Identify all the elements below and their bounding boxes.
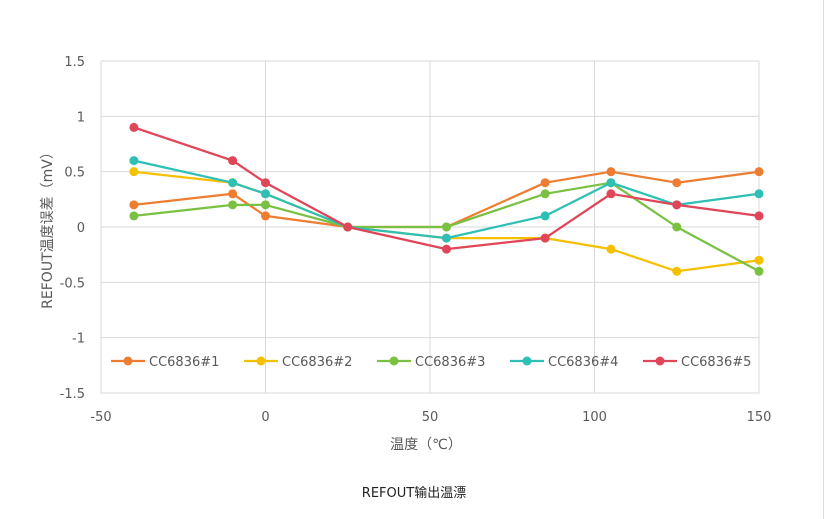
series-3-point-5 [540,189,550,199]
series-5-point-6 [606,189,616,199]
series-5-point-3 [343,222,353,232]
x-tick-label-3: 100 [582,410,607,425]
series-3-point-2 [261,200,270,210]
series-4-point-1 [228,178,238,188]
series-5-point-2 [261,178,270,188]
series-4-point-5 [540,211,550,221]
x-tick-label-4: 150 [747,410,772,425]
series-1-point-0 [129,200,139,210]
legend-label-1: CC6836#1 [149,355,219,370]
series-3-point-7 [672,222,682,232]
x-tick-label-2: 50 [422,410,439,425]
y-tick-label-6: 1.5 [64,55,85,70]
series-1-point-2 [261,211,270,221]
legend: CC6836#1 CC6836#2 CC6836#3 CC6836#4 CC6836#5 [111,355,751,370]
series-5-point-8 [754,211,764,221]
series-4-point-0 [129,156,139,166]
y-tick-label-1: -1 [72,332,85,347]
series-layer [129,122,764,276]
series-1-point-6 [606,167,616,177]
series-4-point-6 [606,178,616,188]
series-2-point-8 [754,255,764,265]
legend-label-5: CC6836#5 [681,355,751,370]
series-3-point-4 [441,222,451,232]
legend-label-3: CC6836#3 [415,355,485,370]
figure-caption: REFOUT输出温漂 [361,486,467,501]
series-2-point-0 [129,167,139,177]
legend-label-4: CC6836#4 [548,355,618,370]
series-1-point-8 [754,167,764,177]
legend-marker-1 [123,356,133,366]
y-tick-label-2: -0.5 [60,276,85,291]
series-1-point-1 [228,189,238,199]
series-2-point-6 [606,244,616,254]
series-3-point-8 [754,266,764,276]
tick-label-layer: -1.5 -1 -0.5 0 0.5 1 1.5 -50 0 50 100 150 [60,55,772,425]
series-1-point-5 [540,178,550,188]
series-3-point-1 [228,200,238,210]
series-4-point-8 [754,189,764,199]
series-5-point-1 [228,156,238,166]
series-2-point-7 [672,266,682,276]
legend-marker-5 [655,356,665,366]
y-tick-label-0: -1.5 [60,387,85,402]
x-axis-label: 温度（℃） [390,437,462,453]
legend-marker-3 [389,356,399,366]
x-tick-label-1: 0 [261,410,269,425]
x-tick-label-0: -50 [90,410,111,425]
y-tick-label-4: 0.5 [64,166,85,181]
y-axis-label: REFOUT温度误差（mV） [40,145,56,309]
series-4-point-4 [441,233,451,243]
series-line-2 [132,170,761,273]
legend-label-2: CC6836#2 [282,355,352,370]
series-5-point-7 [672,200,682,210]
series-5-point-0 [129,122,139,132]
series-5-point-4 [441,244,451,254]
series-4-point-2 [261,189,270,199]
series-5-point-5 [540,233,550,243]
series-1-point-7 [672,178,682,188]
panel-right-border [823,0,824,519]
legend-marker-2 [256,356,266,366]
y-tick-label-3: 0 [77,221,85,236]
series-3-point-0 [129,211,139,221]
legend-marker-4 [522,356,532,366]
y-tick-label-5: 1 [77,110,85,125]
